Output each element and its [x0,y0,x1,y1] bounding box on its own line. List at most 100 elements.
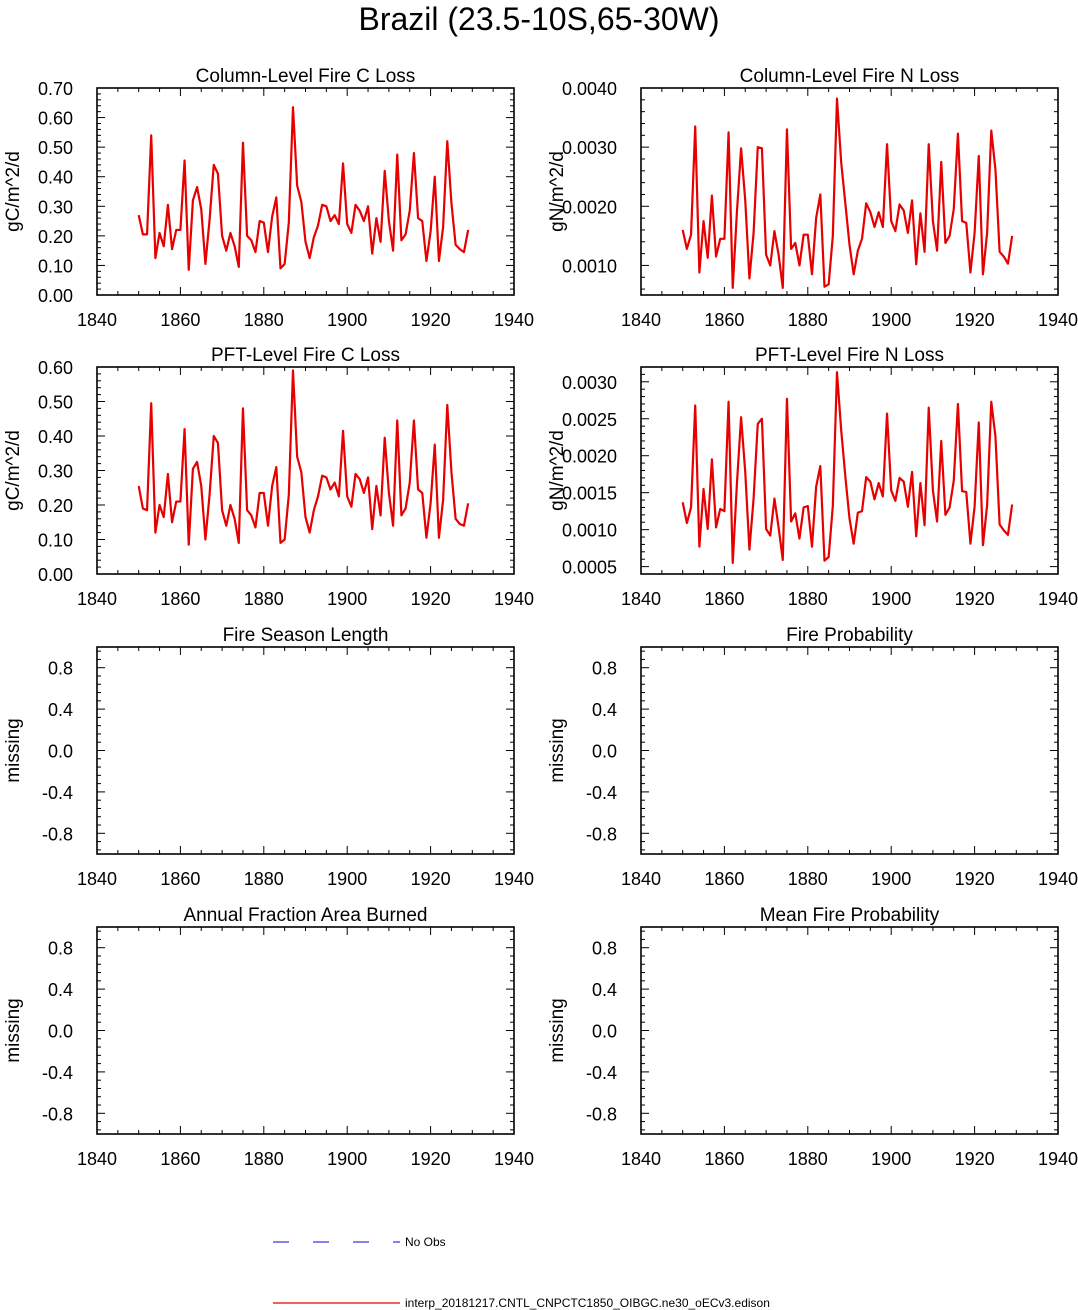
panels: Column-Level Fire C Loss gC/m^2/d 1840 1860… [3,66,1078,1169]
x-tick-label: 1860 [160,1149,200,1169]
x-tick-label: 1840 [77,589,117,609]
plot-frame [96,87,515,296]
x-tick-label: 1940 [1038,310,1078,330]
y-tick-label: 0.60 [38,358,73,378]
x-tick-label: 1880 [244,1149,284,1169]
y-tick-label: 0.0020 [562,447,617,467]
y-tick-label: 0.0040 [562,79,617,99]
ticks [640,87,1059,295]
panel-title: Fire Probability [786,625,913,646]
x-tick-label: 1880 [788,310,828,330]
y-axis-label: gC/m^2/d [3,430,24,511]
x-tick-label: 1860 [160,869,200,889]
y-tick-label: 0.8 [48,659,73,679]
y-tick-label: 0.4 [48,700,73,720]
x-tick-label: 1860 [160,310,200,330]
panel-7: Mean Fire Probability missing 1840 1860 1880… [547,905,1078,1169]
panel-title: Fire Season Length [223,625,389,646]
x-tick-label: 1840 [77,1149,117,1169]
y-tick-label: 0.0 [592,1022,617,1042]
x-tick-label: 1920 [955,589,995,609]
panel-3: PFT-Level Fire N Loss gN/m^2/d 1840 1860 188… [547,345,1078,609]
y-tick-label: 0.4 [48,980,73,1000]
x-tick-label: 1940 [494,869,534,889]
y-tick-label: 0.10 [38,531,73,551]
plot-frame [96,646,515,855]
plot-frame [640,366,1059,575]
y-tick-label: 0.0 [48,742,73,762]
x-tick-label: 1900 [871,589,911,609]
x-tick-label: 1900 [327,589,367,609]
x-tick-label: 1880 [244,869,284,889]
x-tick-label: 1900 [871,310,911,330]
x-tick-label: 1940 [494,1149,534,1169]
panel-0: Column-Level Fire C Loss gC/m^2/d 1840 1860… [3,66,534,330]
y-tick-label: 0.50 [38,393,73,413]
y-tick-label: 0.60 [38,109,73,129]
x-tick-label: 1940 [494,589,534,609]
x-tick-label: 1840 [621,1149,661,1169]
y-tick-label: -0.8 [42,1104,73,1124]
panel-title: PFT-Level Fire C Loss [211,345,400,366]
x-tick-label: 1920 [411,589,451,609]
y-tick-label: 0.20 [38,496,73,516]
plot-frame [96,366,515,575]
y-tick-label: 0.40 [38,427,73,447]
y-tick-label: 0.0015 [562,484,617,504]
y-tick-label: -0.8 [586,824,617,844]
panel-title: Column-Level Fire N Loss [740,66,960,87]
x-tick-label: 1840 [621,869,661,889]
panel-1: Column-Level Fire N Loss gN/m^2/d 1840 1860… [547,66,1078,330]
y-tick-label: -0.4 [586,1063,617,1083]
plot-frame [640,926,1059,1135]
y-tick-label: 0.50 [38,138,73,158]
legend: No Obs interp_20181217.CNTL_CNPCTC1850_O… [273,1235,770,1310]
y-tick-label: 0.20 [38,227,73,247]
y-tick-label: 0.4 [592,700,617,720]
legend-label-model-run: interp_20181217.CNTL_CNPCTC1850_OIBGC.ne… [405,1296,770,1310]
y-tick-label: 0.0030 [562,138,617,158]
y-tick-label: -0.4 [42,1063,73,1083]
y-tick-label: -0.4 [42,783,73,803]
y-tick-label: 0.4 [592,980,617,1000]
panel-5: Fire Probability missing 1840 1860 1880 1900 1… [547,625,1078,889]
y-tick-label: 0.10 [38,256,73,276]
x-tick-label: 1900 [871,1149,911,1169]
x-tick-label: 1940 [1038,869,1078,889]
y-tick-label: 0.0 [48,1022,73,1042]
y-tick-label: 0.0025 [562,410,617,430]
y-tick-label: -0.8 [42,824,73,844]
x-tick-label: 1900 [871,869,911,889]
panel-title: Column-Level Fire C Loss [196,66,416,87]
series-line-0 [681,371,1014,565]
x-tick-label: 1900 [327,1149,367,1169]
panel-title: PFT-Level Fire N Loss [755,345,944,366]
y-tick-label: 0.0030 [562,373,617,393]
x-tick-label: 1920 [411,310,451,330]
panel-2: PFT-Level Fire C Loss gC/m^2/d 1840 1860 188… [3,345,534,609]
figure-title: Brazil (23.5-10S,65-30W) [358,1,719,37]
ticks [96,927,515,1134]
y-tick-label: 0.70 [38,79,73,99]
panel-4: Fire Season Length missing 1840 1860 1880 190… [3,625,534,889]
panel-6: Annual Fraction Area Burned missing 1840 18… [3,905,534,1169]
y-axis-label: missing [3,718,24,782]
series-line-0 [681,97,1014,289]
x-tick-label: 1840 [77,869,117,889]
y-tick-label: 0.8 [592,659,617,679]
plot-frame [640,646,1059,855]
x-tick-label: 1840 [621,589,661,609]
x-tick-label: 1920 [411,1149,451,1169]
x-tick-label: 1880 [244,310,284,330]
x-tick-label: 1920 [955,310,995,330]
x-tick-label: 1860 [704,1149,744,1169]
legend-label-no-obs: No Obs [405,1235,446,1249]
y-tick-label: 0.00 [38,286,73,306]
y-axis-label: gN/m^2/d [547,430,568,511]
y-tick-label: -0.4 [586,783,617,803]
x-tick-label: 1920 [411,869,451,889]
y-tick-label: 0.0020 [562,197,617,217]
x-tick-label: 1840 [77,310,117,330]
x-tick-label: 1900 [327,869,367,889]
